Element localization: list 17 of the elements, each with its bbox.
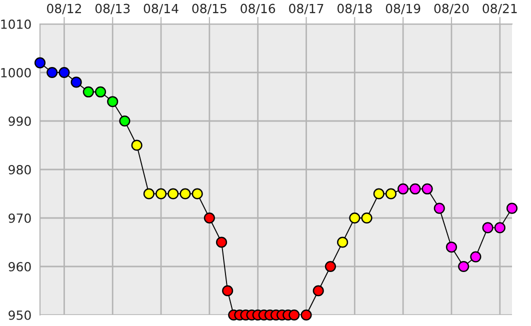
x-tick-label: 08/13 <box>95 4 130 14</box>
y-tick-label: 990 <box>8 116 31 126</box>
x-tick-label: 08/19 <box>386 4 420 14</box>
y-tick-label: 950 <box>8 310 31 320</box>
y-tick-label: 1010 <box>1 19 31 29</box>
x-tick-label: 08/16 <box>240 4 276 14</box>
x-tick-label: 08/21 <box>482 4 517 14</box>
x-tick-label: 08/18 <box>337 4 372 14</box>
y-tick-label: 960 <box>8 262 31 272</box>
x-tick-label: 08/14 <box>144 4 178 14</box>
y-tick-label: 1000 <box>1 68 31 78</box>
x-tick-label: 08/17 <box>289 4 324 14</box>
x-tick-label: 08/12 <box>47 4 81 14</box>
y-tick-label: 970 <box>8 213 31 223</box>
y-tick-label: 980 <box>8 164 31 174</box>
x-tick-label: 08/20 <box>434 4 469 14</box>
x-tick-label: 08/15 <box>192 4 226 14</box>
